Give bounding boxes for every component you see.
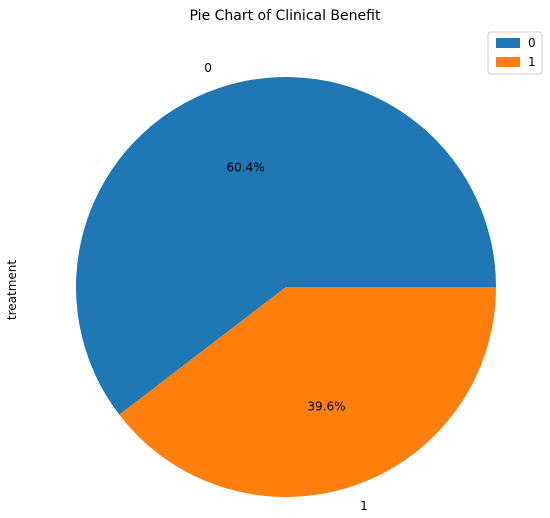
legend-swatch-0 — [496, 38, 520, 48]
legend-swatch-1 — [496, 57, 520, 67]
slice-percent-label-1: 39.6% — [307, 399, 345, 413]
slice-percent-label-0: 60.4% — [226, 161, 264, 175]
slice-category-label-0: 0 — [204, 61, 212, 75]
pie-slice-1 — [119, 287, 496, 498]
legend-entry-1: 1 — [528, 55, 536, 69]
legend-entry-0: 0 — [528, 36, 536, 50]
legend: 0 1 — [487, 31, 543, 75]
slice-category-label-1: 1 — [360, 499, 368, 513]
y-axis-label: treatment — [5, 260, 19, 320]
pie-labels: 60.4% 0 39.6% 1 — [204, 61, 368, 513]
chart-title: Pie Chart of Clinical Benefit — [190, 8, 381, 24]
pie-slice-0 — [75, 77, 496, 415]
pie-slices — [75, 77, 496, 498]
